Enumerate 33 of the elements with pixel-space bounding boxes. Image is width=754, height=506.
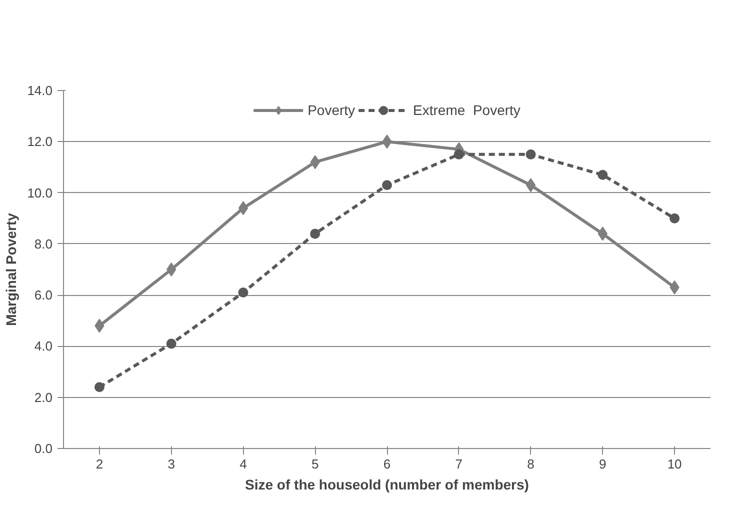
y-axis-title: Marginal Poverty [3, 212, 20, 326]
x-tick-label: 7 [455, 456, 463, 472]
x-tick-label: 8 [527, 456, 534, 472]
y-tick-label: 4.0 [34, 338, 53, 354]
y-tick-label: 14.0 [27, 83, 53, 98]
legend-label: Extreme Poverty [413, 102, 520, 118]
x-axis-title: Size of the houseold (number of members) [245, 476, 529, 492]
y-tick-label: 12.0 [27, 134, 53, 150]
point [382, 180, 392, 190]
point [238, 201, 248, 216]
x-tick-label: 4 [240, 456, 247, 472]
y-tick-label: 0.0 [34, 441, 53, 456]
y-tick-label: 10.0 [27, 185, 53, 200]
y-tick-label: 8.0 [34, 236, 53, 252]
point [166, 262, 176, 276]
y-tick-label: 6.0 [34, 288, 53, 303]
x-tick-label: 10 [667, 456, 682, 472]
x-tick-label: 3 [168, 456, 175, 472]
point [166, 338, 176, 349]
point [94, 382, 104, 392]
x-tick-label: 6 [383, 456, 391, 472]
point [670, 213, 680, 224]
point [310, 228, 320, 239]
point [526, 178, 536, 192]
y-tick-label: 2.0 [34, 390, 53, 405]
legend-label: Poverty [308, 102, 356, 118]
point [238, 288, 248, 298]
point [526, 149, 536, 160]
x-tick-label: 2 [96, 456, 104, 472]
x-tick-label: 9 [599, 456, 606, 472]
point [598, 170, 608, 180]
x-tick-label: 5 [311, 456, 319, 472]
point [454, 149, 464, 160]
